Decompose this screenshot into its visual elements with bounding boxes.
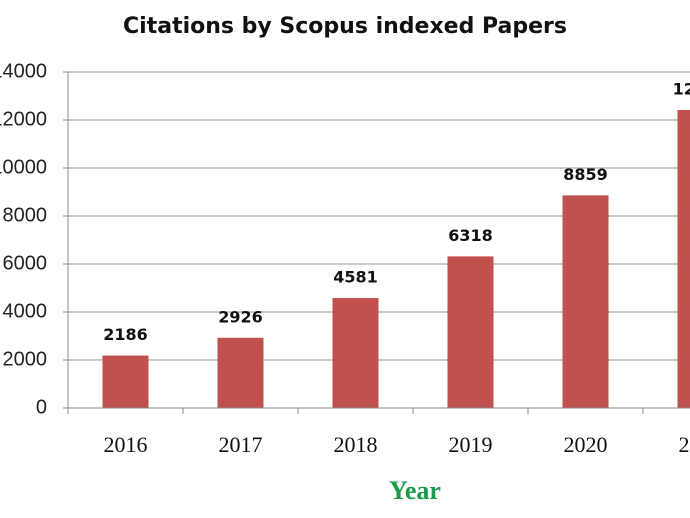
value-label: 2926 — [218, 307, 263, 326]
value-label: 8859 — [563, 165, 608, 184]
x-tick-label: 2019 — [449, 432, 493, 457]
y-tick-label: 6000 — [3, 252, 48, 274]
bar — [562, 195, 609, 408]
y-tick-label: 10000 — [0, 156, 47, 178]
bar — [677, 109, 690, 408]
bar — [217, 337, 264, 408]
bar — [102, 355, 149, 408]
bar — [332, 298, 379, 408]
y-tick-label: 2000 — [3, 348, 48, 370]
x-tick-label: 2017 — [219, 432, 263, 457]
y-tick-label: 14000 — [0, 60, 47, 82]
chart-title: Citations by Scopus indexed Papers — [123, 14, 567, 39]
y-tick-label: 4000 — [3, 300, 48, 322]
x-axis-title: Year — [389, 476, 441, 505]
y-tick-label: 0 — [36, 396, 47, 418]
value-label: 6318 — [448, 226, 493, 245]
x-tick-label: 2021 — [679, 432, 690, 457]
y-tick-label: 8000 — [3, 204, 48, 226]
y-tick-label: 12000 — [0, 108, 47, 130]
bar — [447, 256, 494, 408]
value-label: 12417 — [673, 79, 690, 98]
value-label: 2186 — [103, 325, 148, 344]
x-tick-label: 2020 — [564, 432, 608, 457]
value-label: 4581 — [333, 268, 378, 287]
x-tick-label: 2018 — [334, 432, 378, 457]
x-tick-label: 2016 — [104, 432, 148, 457]
